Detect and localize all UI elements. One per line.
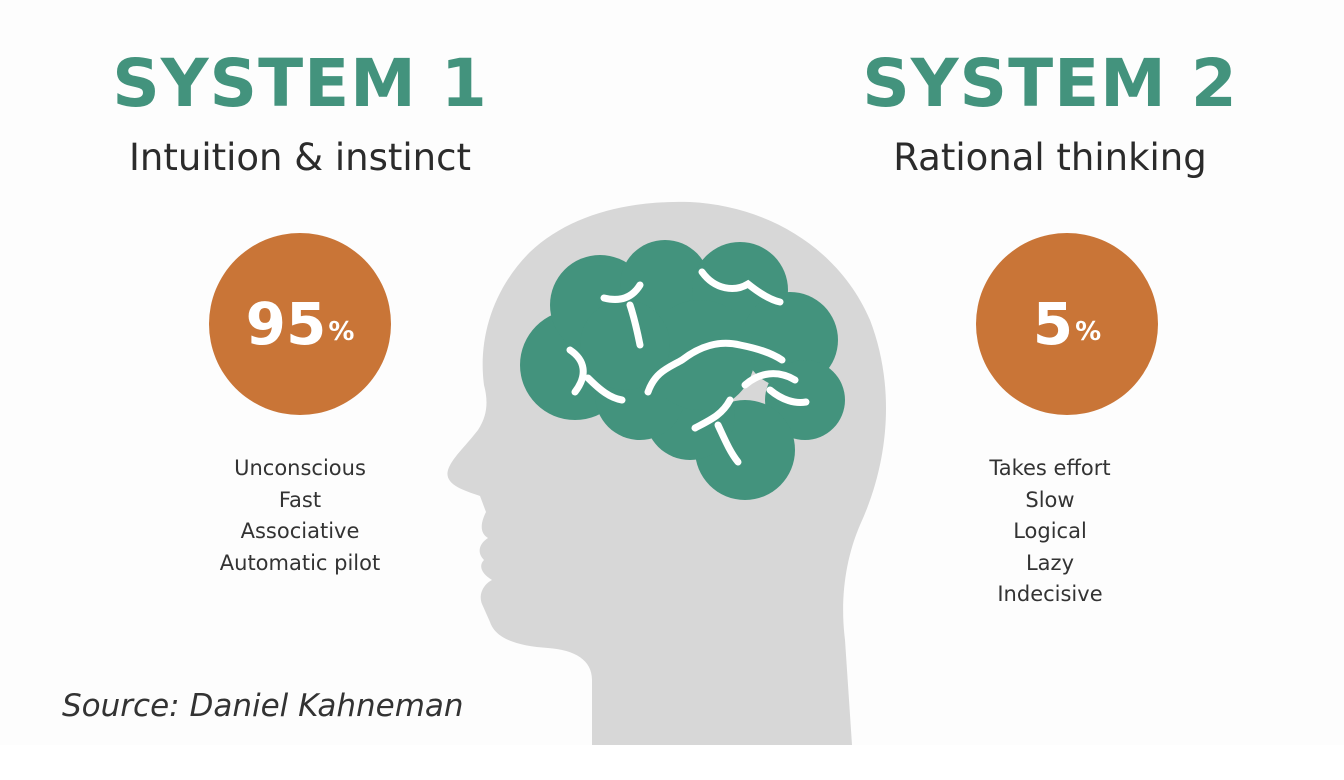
brain-icon bbox=[520, 240, 845, 500]
system2-percent-value: 5 bbox=[1032, 290, 1074, 358]
system2-percent-circle: 5% bbox=[976, 233, 1158, 415]
system2-subtitle: Rational thinking bbox=[893, 136, 1207, 179]
system2-traits-list: Takes effort Slow Logical Lazy Indecisiv… bbox=[830, 453, 1270, 611]
system1-percent-value: 95 bbox=[245, 290, 327, 358]
system1-subtitle: Intuition & instinct bbox=[129, 136, 471, 179]
brain-fold-lines bbox=[566, 268, 810, 466]
system1-traits-list: Unconscious Fast Associative Automatic p… bbox=[80, 453, 520, 579]
system2-trait: Slow bbox=[1025, 487, 1075, 512]
system2-percent-sign: % bbox=[1075, 317, 1102, 347]
system1-percent-circle: 95% bbox=[209, 233, 391, 415]
system1-percent-sign: % bbox=[328, 317, 355, 347]
system2-trait: Logical bbox=[1013, 519, 1087, 543]
system1-trait: Automatic pilot bbox=[219, 550, 381, 575]
system1-title: SYSTEM 1 bbox=[112, 45, 488, 122]
system1-trait: Unconscious bbox=[234, 456, 366, 480]
system1-trait: Fast bbox=[278, 487, 322, 512]
background-bottom-strip bbox=[0, 745, 1344, 780]
system2-trait: Indecisive bbox=[997, 582, 1103, 606]
source-citation: Source: Daniel Kahneman bbox=[62, 688, 464, 724]
system1-trait: Associative bbox=[240, 519, 360, 543]
system2-trait: Lazy bbox=[1025, 550, 1075, 575]
system2-trait: Takes effort bbox=[989, 456, 1111, 480]
system2-title: SYSTEM 2 bbox=[862, 45, 1238, 122]
